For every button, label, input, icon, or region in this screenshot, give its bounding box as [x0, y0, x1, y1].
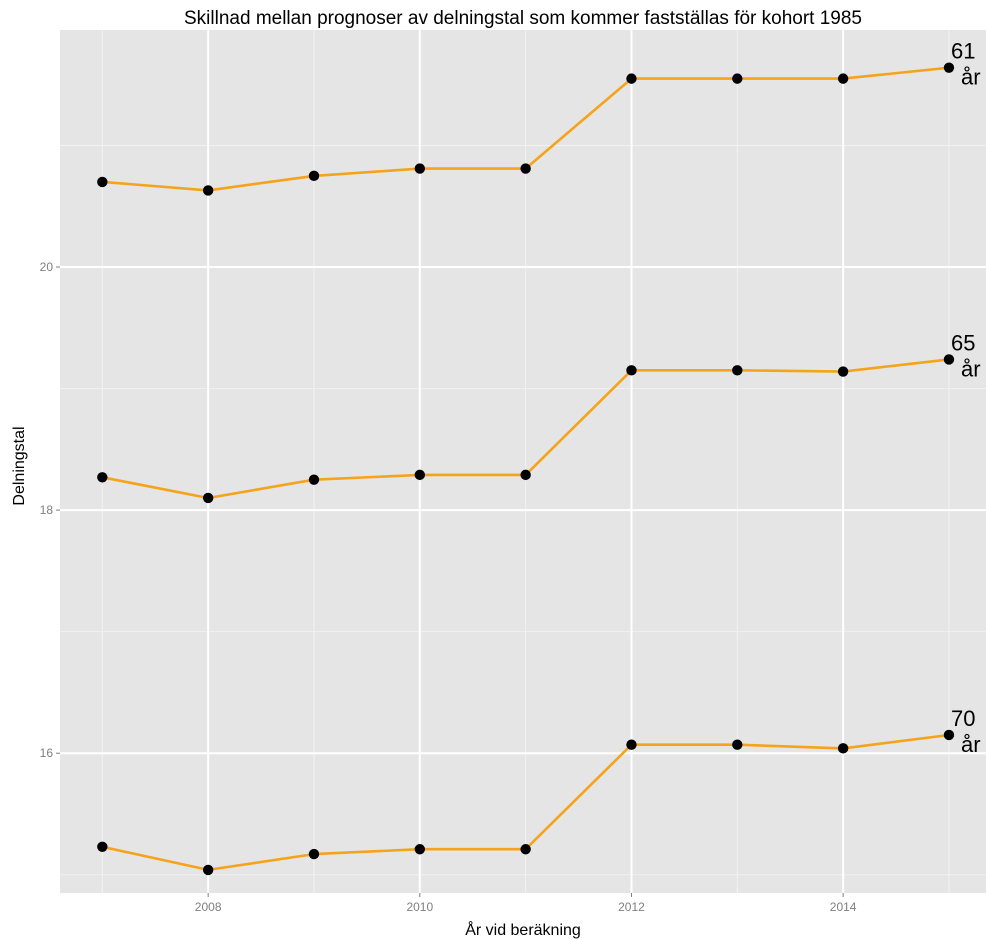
- data-point: [837, 366, 849, 377]
- data-point: [414, 469, 426, 481]
- x-tick-label: 2008: [195, 900, 222, 914]
- data-point: [732, 365, 743, 376]
- data-point: [308, 848, 320, 860]
- data-point: [202, 492, 214, 504]
- data-point: [97, 176, 108, 188]
- y-tick-label: 16: [40, 746, 54, 760]
- data-point: [202, 864, 214, 876]
- data-point: [520, 844, 531, 855]
- series-end-unit: år: [961, 65, 981, 90]
- y-tick-label: 20: [40, 260, 54, 274]
- series-end-label: 70: [951, 706, 975, 731]
- data-point: [202, 185, 214, 196]
- y-axis-title: Delningstal: [11, 426, 28, 505]
- data-point: [520, 163, 531, 174]
- data-point: [732, 739, 743, 750]
- x-tick-label: 2012: [618, 900, 645, 914]
- data-point: [626, 365, 637, 376]
- data-point: [626, 73, 637, 84]
- data-point: [943, 729, 955, 741]
- plot-background: [60, 30, 986, 893]
- data-point: [837, 73, 849, 84]
- data-point: [97, 472, 108, 483]
- series-end-unit: år: [961, 732, 981, 757]
- plot-panel: [60, 30, 986, 893]
- data-point: [520, 469, 531, 481]
- y-tick-label: 18: [40, 503, 54, 517]
- data-point: [732, 73, 743, 84]
- data-point: [308, 474, 320, 485]
- chart-title: Skillnad mellan prognoser av delningstal…: [184, 8, 862, 29]
- x-axis-title: År vid beräkning: [465, 920, 581, 939]
- series-end-unit: år: [961, 356, 981, 381]
- data-point: [414, 163, 426, 174]
- data-point: [943, 354, 955, 365]
- data-point: [97, 841, 108, 853]
- tick-labels: 16 18 20 2008 2010 2012 2014: [40, 260, 857, 914]
- x-tick-label: 2014: [830, 900, 857, 914]
- series-end-label: 65: [951, 330, 975, 355]
- x-tick-label: 2010: [406, 900, 433, 914]
- data-point: [308, 170, 320, 182]
- data-point: [626, 739, 637, 750]
- data-point: [414, 844, 426, 855]
- data-point: [943, 62, 955, 73]
- series-end-label: 61: [951, 39, 975, 64]
- data-point: [837, 743, 849, 754]
